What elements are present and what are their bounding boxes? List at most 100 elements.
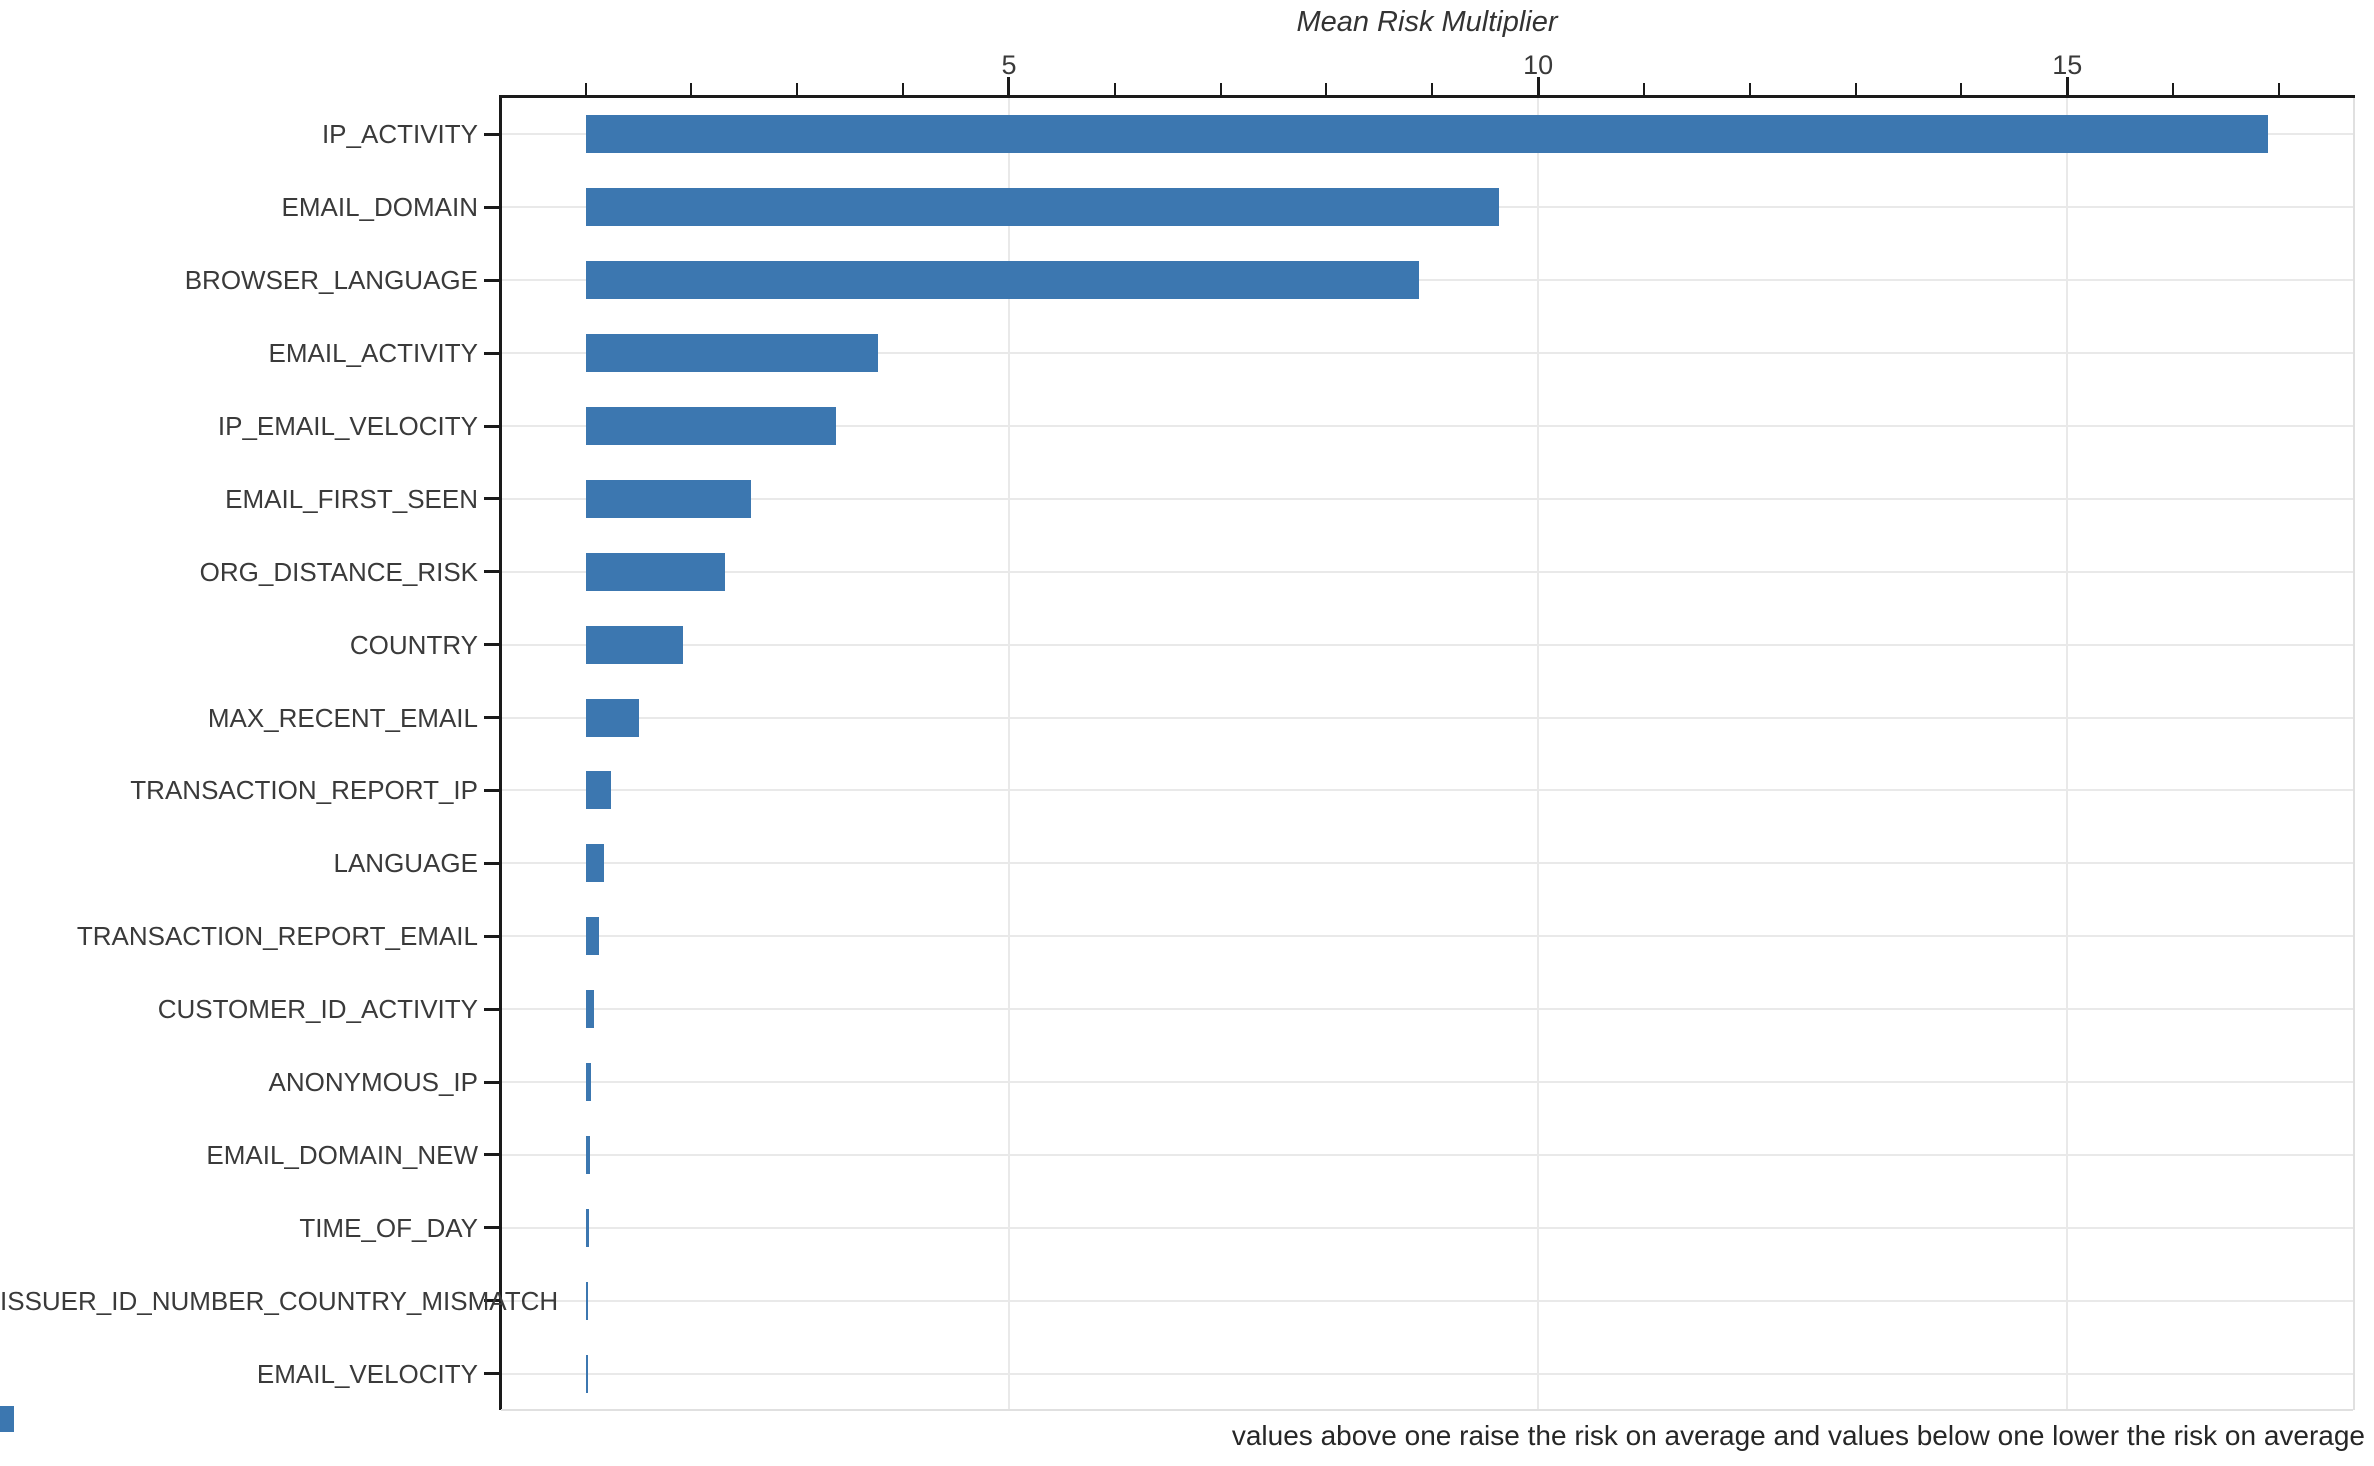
x-tick-label: 15 — [2052, 50, 2083, 80]
x-tick-minor — [796, 83, 799, 95]
x-tick-minor — [1642, 83, 1645, 95]
x-tick-minor — [1748, 83, 1751, 95]
x-tick-label: 10 — [1523, 50, 1554, 80]
y-tick — [484, 643, 499, 647]
y-tick — [484, 497, 499, 501]
x-tick-minor — [1113, 83, 1116, 95]
category-label: IP_ACTIVITY — [321, 119, 478, 150]
corner-artifact — [0, 1406, 14, 1432]
category-label: COUNTRY — [349, 629, 478, 660]
x-tick-minor — [2277, 83, 2280, 95]
bar — [585, 188, 1499, 227]
right-spine — [2353, 98, 2355, 1410]
gridline-h — [501, 1081, 2353, 1083]
gridline-v — [1007, 98, 1010, 1410]
bar — [585, 1135, 590, 1174]
y-tick — [484, 861, 499, 865]
x-tick-minor — [1219, 83, 1222, 95]
category-label: EMAIL_ACTIVITY — [268, 338, 479, 369]
y-tick — [484, 934, 499, 938]
x-tick-major — [1536, 77, 1540, 95]
top-spine — [499, 95, 2355, 98]
category-label: TRANSACTION_REPORT_EMAIL — [76, 921, 478, 952]
x-tick-label: 5 — [1001, 50, 1017, 80]
gridline-v — [2066, 98, 2069, 1410]
gridline-h — [501, 1299, 2353, 1302]
gridline-h — [501, 1372, 2353, 1375]
x-tick-minor — [690, 83, 693, 95]
y-tick — [484, 424, 499, 428]
bar — [585, 625, 684, 664]
y-tick — [484, 351, 499, 355]
x-tick-minor — [1431, 83, 1434, 95]
category-label: MAX_RECENT_EMAIL — [207, 702, 478, 733]
bar — [585, 479, 751, 518]
bar — [585, 407, 837, 445]
y-tick — [484, 1299, 499, 1303]
category-label: EMAIL_VELOCITY — [256, 1358, 478, 1389]
category-label: BROWSER_LANGUAGE — [184, 265, 478, 296]
bar — [585, 1281, 588, 1320]
category-label: ANONYMOUS_IP — [268, 1067, 479, 1097]
bar — [585, 115, 2269, 154]
gridline-h — [501, 279, 2353, 282]
bar — [585, 334, 878, 373]
category-label: EMAIL_DOMAIN — [281, 192, 479, 223]
bar — [585, 1354, 588, 1393]
gridline-h — [501, 862, 2353, 865]
bar — [585, 552, 726, 591]
x-tick-minor — [2172, 83, 2175, 95]
gridline-h — [501, 352, 2353, 355]
y-tick — [484, 1080, 499, 1084]
gridline-h — [501, 1008, 2353, 1011]
gridline-h — [501, 570, 2353, 573]
bar — [585, 771, 612, 810]
y-tick — [484, 1372, 499, 1376]
bar — [585, 990, 595, 1029]
y-tick — [484, 1226, 499, 1230]
category-label: LANGUAGE — [333, 848, 479, 879]
category-label: ORG_DISTANCE_RISK — [199, 556, 478, 587]
y-tick — [484, 716, 499, 720]
category-label: CUSTOMER_ID_ACTIVITY — [157, 994, 478, 1025]
y-tick — [484, 132, 499, 136]
y-tick — [484, 278, 499, 282]
bar — [585, 844, 604, 883]
y-tick — [484, 1007, 499, 1011]
bar — [585, 1208, 589, 1247]
category-label: TIME_OF_DAY — [299, 1212, 478, 1243]
x-tick-major — [2065, 77, 2069, 95]
x-tick-minor — [1325, 83, 1328, 95]
category-label: IP_EMAIL_VELOCITY — [217, 411, 478, 441]
x-tick-minor — [902, 83, 905, 95]
bar — [585, 261, 1419, 300]
gridline-h — [501, 425, 2353, 427]
gridline-v — [1537, 98, 1540, 1410]
x-tick-minor — [584, 83, 587, 95]
bar — [585, 698, 639, 737]
chart-title: Mean Risk Multiplier — [1296, 6, 1558, 38]
gridline-h — [501, 789, 2353, 792]
bottom-spine — [501, 1409, 2353, 1411]
category-label: TRANSACTION_REPORT_IP — [130, 775, 478, 806]
gridline-h — [501, 716, 2353, 719]
x-tick-minor — [1960, 83, 1963, 95]
left-spine — [499, 95, 502, 1410]
category-label: ISSUER_ID_NUMBER_COUNTRY_MISMATCH — [0, 1285, 559, 1316]
gridline-h — [501, 1226, 2353, 1229]
gridline-h — [501, 1153, 2353, 1156]
y-tick — [484, 570, 499, 574]
bar — [585, 1063, 591, 1101]
gridline-h — [501, 935, 2353, 938]
category-label: EMAIL_DOMAIN_NEW — [206, 1139, 478, 1170]
x-tick-minor — [1854, 83, 1857, 95]
y-tick — [484, 788, 499, 792]
gridline-h — [501, 497, 2353, 500]
bar — [585, 917, 600, 956]
category-label: EMAIL_FIRST_SEEN — [225, 483, 478, 514]
gridline-h — [501, 643, 2353, 646]
x-tick-major — [1007, 77, 1011, 95]
chart-footnote: values above one raise the risk on avera… — [1231, 1420, 2365, 1451]
y-tick — [484, 205, 499, 209]
